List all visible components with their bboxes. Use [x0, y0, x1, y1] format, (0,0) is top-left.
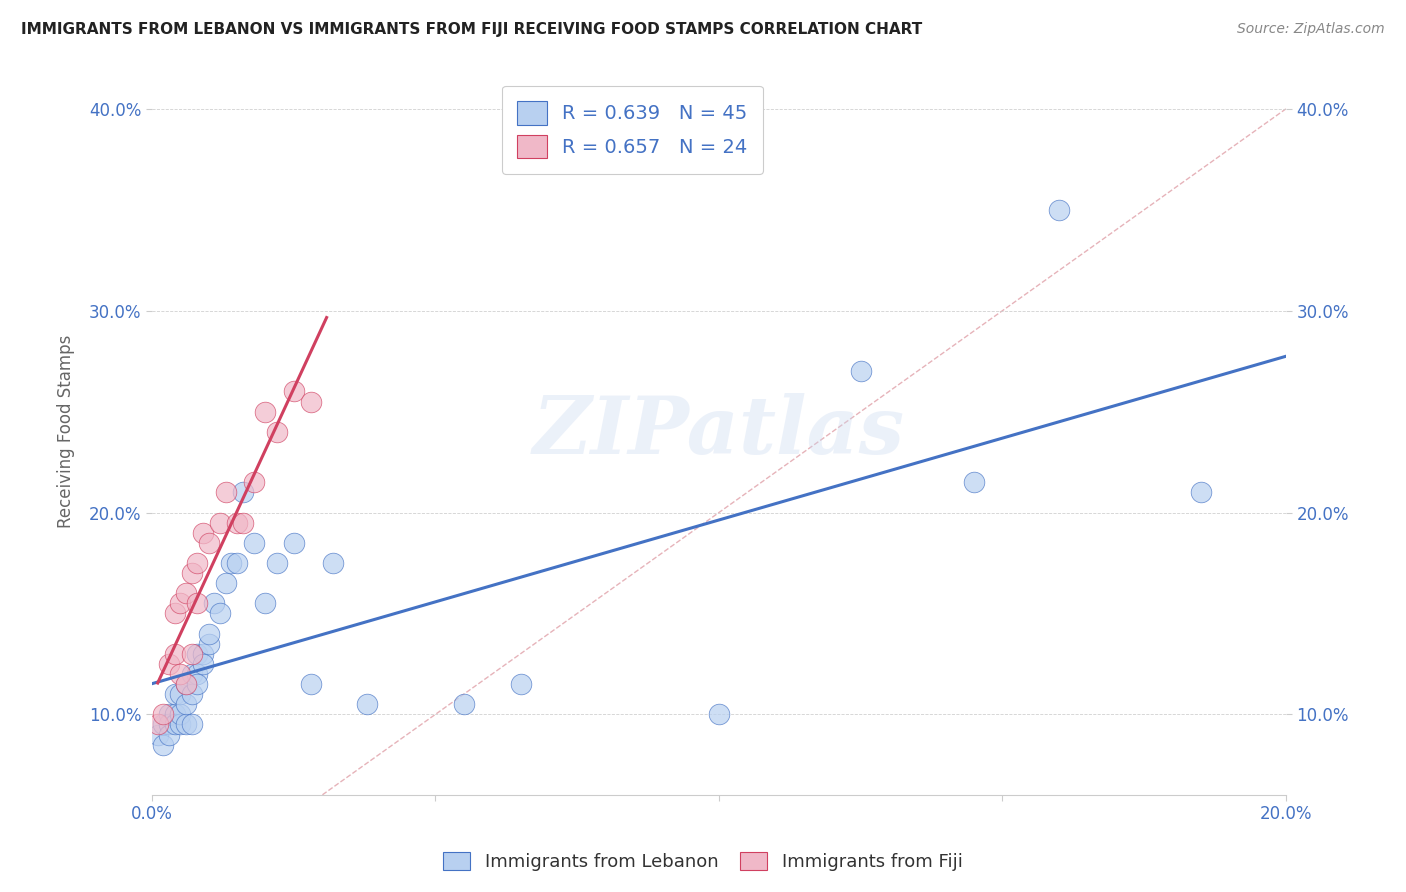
Point: [1189, 485, 1212, 500]
Point: [283, 384, 305, 399]
Point: [186, 647, 208, 661]
Point: [243, 536, 266, 550]
Point: [186, 596, 208, 610]
Point: [322, 556, 344, 570]
Point: [197, 536, 219, 550]
Point: [163, 717, 186, 731]
Point: [180, 566, 202, 580]
Point: [254, 404, 277, 418]
Point: [254, 596, 277, 610]
Point: [266, 556, 288, 570]
Point: [157, 727, 180, 741]
Point: [191, 647, 214, 661]
Point: [174, 698, 197, 712]
Point: [186, 677, 208, 691]
Point: [1047, 202, 1070, 217]
Point: [356, 698, 378, 712]
Point: [707, 707, 730, 722]
Point: [266, 425, 288, 439]
Point: [243, 475, 266, 490]
Point: [197, 637, 219, 651]
Point: [191, 525, 214, 540]
Point: [202, 596, 225, 610]
Point: [174, 586, 197, 600]
Legend: Immigrants from Lebanon, Immigrants from Fiji: Immigrants from Lebanon, Immigrants from…: [436, 845, 970, 879]
Point: [169, 707, 191, 722]
Text: ZIPatlas: ZIPatlas: [533, 393, 905, 471]
Point: [174, 677, 197, 691]
Point: [146, 727, 169, 741]
Point: [157, 657, 180, 671]
Point: [208, 516, 231, 530]
Point: [174, 717, 197, 731]
Point: [226, 556, 249, 570]
Point: [221, 556, 243, 570]
Point: [169, 687, 191, 701]
Point: [152, 717, 174, 731]
Point: [191, 657, 214, 671]
Point: [180, 687, 202, 701]
Point: [152, 738, 174, 752]
Point: [169, 667, 191, 681]
Point: [299, 394, 322, 409]
Point: [453, 698, 475, 712]
Point: [146, 717, 169, 731]
Point: [163, 707, 186, 722]
Point: [163, 607, 186, 621]
Point: [169, 596, 191, 610]
Point: [963, 475, 986, 490]
Point: [232, 485, 254, 500]
Point: [208, 607, 231, 621]
Point: [180, 647, 202, 661]
Text: IMMIGRANTS FROM LEBANON VS IMMIGRANTS FROM FIJI RECEIVING FOOD STAMPS CORRELATIO: IMMIGRANTS FROM LEBANON VS IMMIGRANTS FR…: [21, 22, 922, 37]
Point: [152, 707, 174, 722]
Point: [180, 667, 202, 681]
Point: [509, 677, 531, 691]
Point: [186, 556, 208, 570]
Y-axis label: Receiving Food Stamps: Receiving Food Stamps: [58, 335, 75, 528]
Point: [215, 576, 238, 591]
Point: [232, 516, 254, 530]
Text: Source: ZipAtlas.com: Source: ZipAtlas.com: [1237, 22, 1385, 37]
Point: [157, 707, 180, 722]
Point: [163, 687, 186, 701]
Point: [226, 516, 249, 530]
Point: [186, 667, 208, 681]
Point: [163, 647, 186, 661]
Point: [197, 626, 219, 640]
Point: [283, 536, 305, 550]
Point: [299, 677, 322, 691]
Point: [157, 717, 180, 731]
Point: [169, 717, 191, 731]
Point: [215, 485, 238, 500]
Point: [180, 717, 202, 731]
Point: [849, 364, 872, 378]
Legend: R = 0.639   N = 45, R = 0.657   N = 24: R = 0.639 N = 45, R = 0.657 N = 24: [502, 86, 763, 174]
Point: [174, 677, 197, 691]
